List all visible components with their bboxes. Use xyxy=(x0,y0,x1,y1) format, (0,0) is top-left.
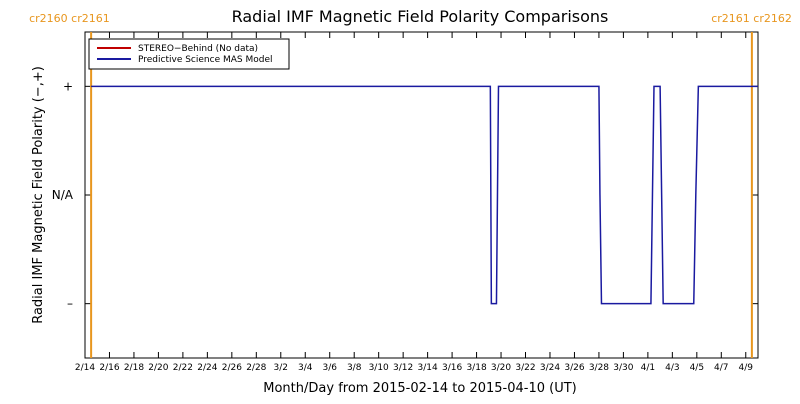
chart-title: Radial IMF Magnetic Field Polarity Compa… xyxy=(232,7,609,26)
y-axis-ticks: + N/A – xyxy=(52,79,758,311)
x-tick-label: 3/20 xyxy=(491,363,511,373)
legend-entry-label: STEREO−Behind (No data) xyxy=(138,44,258,54)
y-tick-label: + xyxy=(63,79,73,93)
x-tick-label: 2/20 xyxy=(148,363,168,373)
x-tick-label: 2/16 xyxy=(99,363,119,373)
x-tick-label: 3/6 xyxy=(322,363,337,373)
y-tick-label: N/A xyxy=(52,188,74,202)
x-tick-label: 2/28 xyxy=(246,363,266,373)
carrington-marker-label: cr2161 cr2162 xyxy=(711,12,792,25)
x-tick-label: 3/26 xyxy=(564,363,584,373)
x-tick-label: 4/5 xyxy=(690,363,704,373)
x-tick-label: 4/3 xyxy=(665,363,679,373)
x-tick-label: 3/28 xyxy=(589,363,609,373)
x-tick-label: 2/22 xyxy=(173,363,193,373)
x-tick-label: 3/18 xyxy=(466,363,486,373)
x-tick-label: 2/18 xyxy=(124,363,144,373)
series-layer xyxy=(91,85,758,305)
x-tick-label: 4/9 xyxy=(739,363,754,373)
x-tick-label: 2/26 xyxy=(222,363,242,373)
x-tick-label: 3/2 xyxy=(274,363,288,373)
x-tick-label: 3/4 xyxy=(298,363,313,373)
x-tick-label: 4/1 xyxy=(641,363,655,373)
x-tick-label: 3/24 xyxy=(540,363,560,373)
x-axis-ticks: 2/14 2/16 2/18 2/20 2/22 2/24 2/26 2/28 3/2 3/4 3/… xyxy=(75,32,753,373)
x-tick-label: 2/14 xyxy=(75,363,95,373)
x-tick-label: 3/8 xyxy=(347,363,362,373)
x-tick-label: 3/16 xyxy=(442,363,462,373)
carrington-labels: cr2160 cr2161 cr2161 cr2162 xyxy=(29,12,792,25)
carrington-marker-label: cr2160 cr2161 xyxy=(29,12,110,25)
legend-box xyxy=(88,38,290,70)
x-tick-label: 4/7 xyxy=(714,363,728,373)
x-tick-label: 3/10 xyxy=(369,363,389,373)
x-axis-label: Month/Day from 2015-02-14 to 2015-04-10 … xyxy=(263,381,576,396)
x-tick-label: 3/12 xyxy=(393,363,413,373)
series-line-mas-model xyxy=(91,85,758,305)
x-tick-label: 3/30 xyxy=(613,363,633,373)
x-tick-label: 3/14 xyxy=(418,363,438,373)
legend: STEREO−Behind (No data)Predictive Scienc… xyxy=(88,38,290,70)
x-tick-label: 2/24 xyxy=(197,363,217,373)
y-axis-label: Radial IMF Magnetic Field Polarity (−,+) xyxy=(31,66,46,324)
legend-entry-label: Predictive Science MAS Model xyxy=(138,55,273,65)
y-tick-label: – xyxy=(67,297,73,311)
x-tick-label: 3/22 xyxy=(515,363,535,373)
